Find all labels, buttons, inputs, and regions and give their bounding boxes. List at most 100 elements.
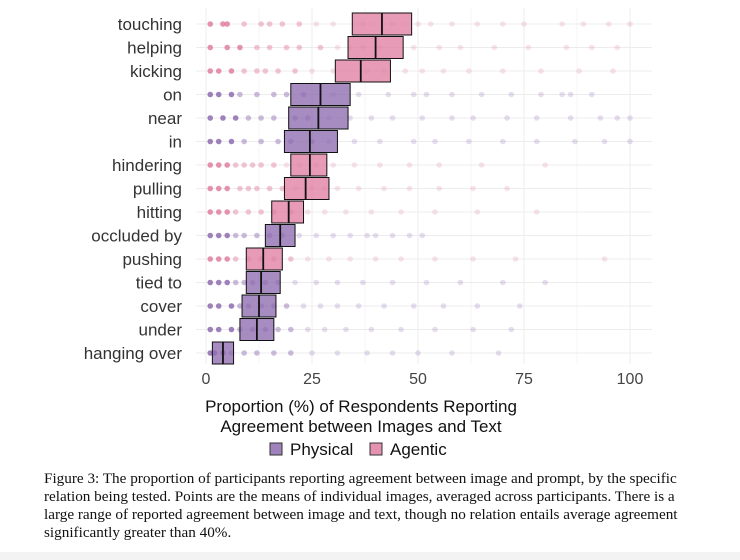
data-point xyxy=(232,115,239,121)
legend-label-physical: Physical xyxy=(290,440,353,459)
data-point xyxy=(406,185,413,192)
box-hitting xyxy=(271,200,305,224)
data-point xyxy=(330,162,337,168)
data-point xyxy=(237,44,243,51)
data-point xyxy=(237,303,243,309)
data-point xyxy=(288,256,294,262)
data-point xyxy=(215,91,222,98)
data-point xyxy=(245,185,252,192)
data-point xyxy=(368,326,375,333)
data-point xyxy=(241,232,247,239)
data-point xyxy=(614,44,621,51)
data-point xyxy=(377,162,383,168)
data-point xyxy=(254,232,260,239)
data-point xyxy=(275,326,281,333)
data-point xyxy=(275,68,281,74)
data-point xyxy=(334,303,341,309)
data-point xyxy=(224,162,230,168)
data-point xyxy=(419,68,426,74)
data-point xyxy=(343,209,349,215)
data-point xyxy=(398,326,404,333)
data-point xyxy=(516,303,523,309)
data-point xyxy=(207,232,214,239)
data-point xyxy=(470,256,476,262)
data-point xyxy=(258,21,264,27)
data-point xyxy=(500,21,506,27)
data-point xyxy=(207,68,214,74)
data-point xyxy=(389,232,396,239)
data-point xyxy=(381,303,387,309)
data-point xyxy=(228,68,235,74)
data-point xyxy=(614,115,621,121)
data-point xyxy=(258,162,264,168)
data-point xyxy=(525,44,532,51)
data-point xyxy=(254,350,260,356)
data-point xyxy=(241,21,247,27)
data-point xyxy=(266,44,273,51)
x-axis-title-line1: Proportion (%) of Respondents Reporting xyxy=(205,397,517,416)
data-point xyxy=(474,209,481,215)
data-point xyxy=(504,185,510,192)
data-point xyxy=(334,279,341,286)
data-point xyxy=(410,138,417,145)
data-point xyxy=(292,279,298,286)
box-hindering xyxy=(290,153,328,177)
data-point xyxy=(343,326,349,333)
data-point xyxy=(381,185,387,192)
data-point xyxy=(241,279,247,286)
data-point xyxy=(258,138,264,145)
data-point xyxy=(262,68,269,74)
x-tick-label: 50 xyxy=(409,371,427,388)
legend-swatch-agentic xyxy=(369,442,383,456)
figure-caption: Figure 3: The proportion of participants… xyxy=(44,470,678,541)
data-point xyxy=(627,21,633,27)
data-point xyxy=(533,138,540,145)
data-point xyxy=(207,138,214,145)
category-label: under xyxy=(139,321,183,340)
data-point xyxy=(207,185,214,192)
data-point xyxy=(224,209,230,215)
data-point xyxy=(232,232,239,239)
x-tick-label: 25 xyxy=(303,371,321,388)
data-point xyxy=(500,279,506,286)
boxes xyxy=(211,12,413,365)
category-label: tied to xyxy=(136,274,182,293)
data-point xyxy=(317,303,324,309)
data-point xyxy=(300,303,307,309)
box-pushing xyxy=(245,247,283,271)
data-point xyxy=(207,326,214,333)
data-point xyxy=(419,115,426,121)
data-point xyxy=(232,256,239,262)
data-point xyxy=(478,162,485,168)
category-label: hanging over xyxy=(84,344,183,363)
data-point xyxy=(474,21,481,27)
data-point xyxy=(254,68,260,74)
data-point xyxy=(627,138,633,145)
data-point xyxy=(385,91,392,98)
bottom-strip xyxy=(0,552,740,560)
x-tick-label: 0 xyxy=(202,371,211,388)
data-point xyxy=(415,350,421,356)
data-point xyxy=(228,303,235,309)
data-point xyxy=(491,44,498,51)
data-point xyxy=(215,326,222,333)
data-point xyxy=(389,350,396,356)
data-point xyxy=(279,21,286,27)
data-point xyxy=(406,232,413,239)
legend-swatch-physical xyxy=(269,442,283,456)
category-label: pushing xyxy=(122,250,182,269)
category-label: hindering xyxy=(112,156,182,175)
data-point xyxy=(508,326,515,333)
data-point xyxy=(427,21,434,27)
data-point xyxy=(296,232,303,239)
data-point xyxy=(449,91,455,98)
data-point xyxy=(351,162,358,168)
data-point xyxy=(398,256,404,262)
data-point xyxy=(207,256,214,262)
data-point xyxy=(249,162,256,168)
data-point xyxy=(304,256,311,262)
data-point xyxy=(474,303,481,309)
data-point xyxy=(321,209,328,215)
data-point xyxy=(572,138,578,145)
data-point xyxy=(364,232,370,239)
